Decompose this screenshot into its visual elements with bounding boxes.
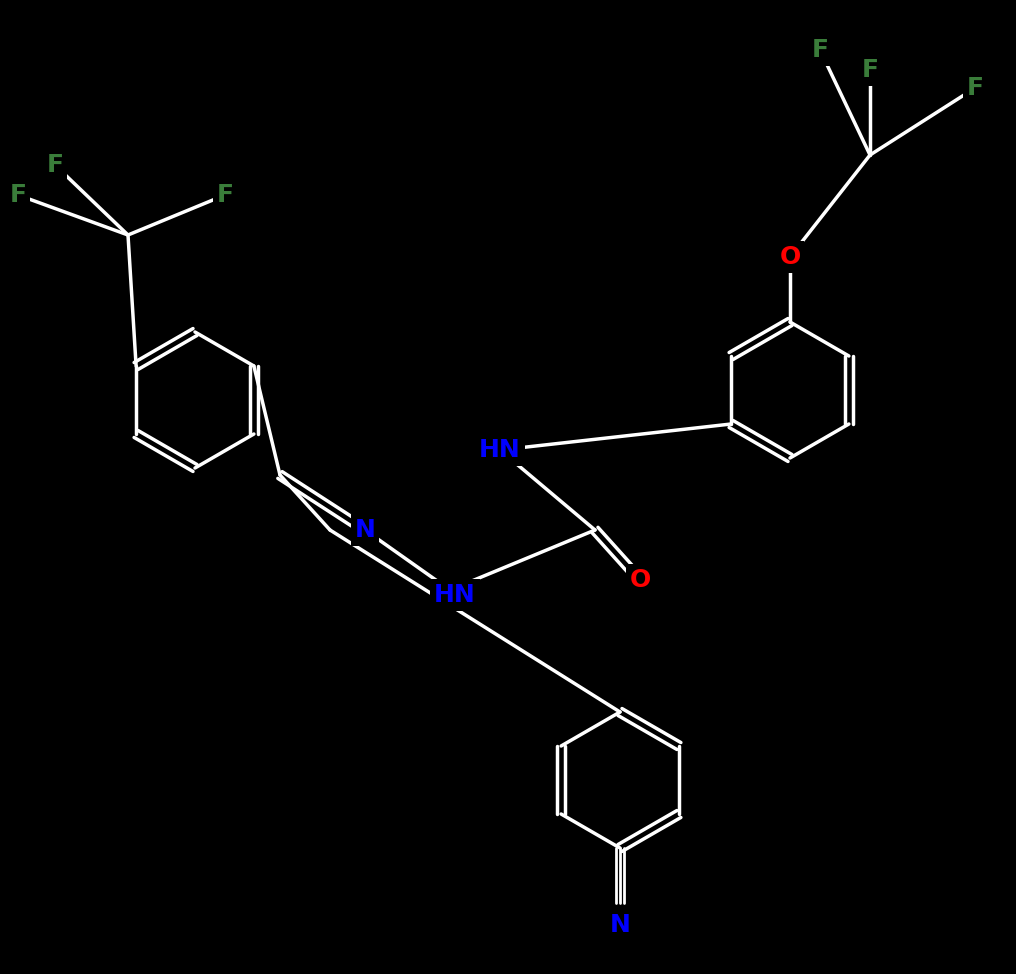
Text: HN: HN — [434, 583, 475, 607]
Text: N: N — [610, 913, 631, 937]
Text: F: F — [812, 38, 828, 62]
Text: HN: HN — [480, 438, 521, 462]
Text: F: F — [47, 153, 63, 177]
Text: O: O — [629, 568, 650, 592]
Text: F: F — [9, 183, 26, 207]
Text: O: O — [779, 245, 801, 269]
Text: F: F — [862, 58, 879, 82]
Text: F: F — [216, 183, 234, 207]
Text: N: N — [355, 518, 376, 542]
Text: F: F — [966, 76, 983, 100]
Text: H: H — [445, 585, 454, 595]
